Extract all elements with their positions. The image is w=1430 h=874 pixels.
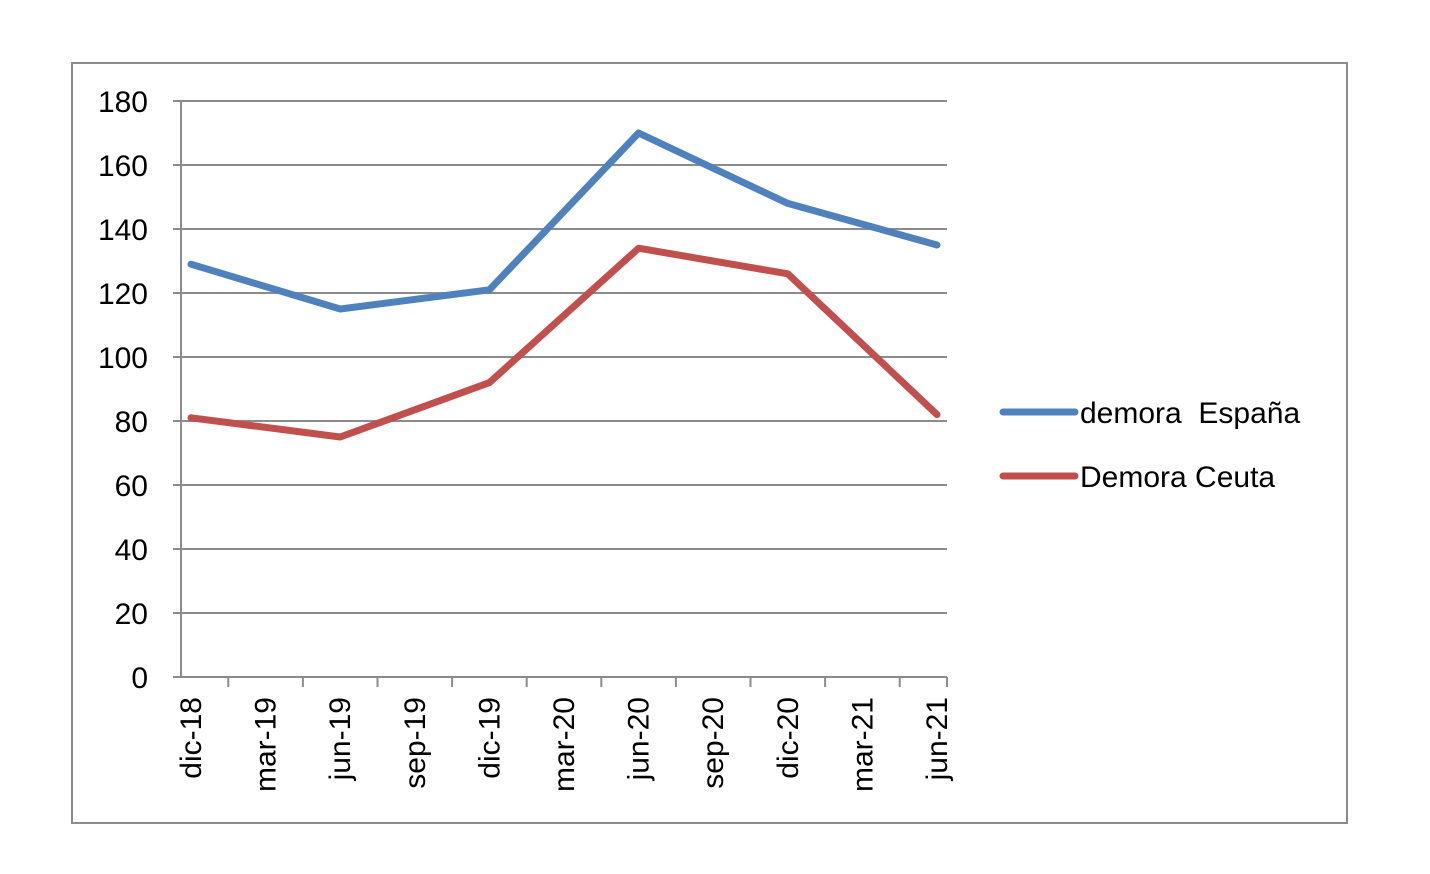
legend: demora España Demora Ceuta: [999, 397, 1300, 494]
y-tick-label: 80: [115, 406, 148, 439]
y-axis-tick-labels: 0 20 40 60 80 100 120 140 160 180: [98, 86, 148, 695]
y-tick-label: 60: [115, 470, 148, 503]
series-line-0: [187, 129, 941, 313]
y-tick-label: 120: [98, 278, 148, 311]
x-tick-label: mar-20: [548, 697, 581, 792]
series-lines: [187, 129, 941, 441]
y-tick-label: 180: [98, 86, 148, 119]
x-axis-tick-labels: dic-18 mar-19 jun-19 sep-19 dic-19 mar-20 jun-…: [175, 697, 954, 792]
x-tick-label: jun-20: [623, 697, 656, 781]
x-tick-label: sep-20: [697, 697, 730, 789]
x-tick-label: sep-19: [399, 697, 432, 789]
legend-label-0: demora España: [1080, 397, 1300, 430]
x-tick-label: mar-21: [846, 697, 879, 792]
y-tick-label: 20: [115, 598, 148, 631]
y-tick-label: 140: [98, 214, 148, 247]
x-tick-label: dic-19: [473, 697, 506, 779]
y-tick-label: 160: [98, 150, 148, 183]
y-tick-label: 0: [131, 662, 148, 695]
y-tick-label: 100: [98, 342, 148, 375]
y-tick-label: 40: [115, 534, 148, 567]
x-tick-label: dic-18: [175, 697, 208, 779]
axes: [173, 100, 948, 687]
x-tick-label: mar-19: [250, 697, 283, 792]
x-tick-label: dic-20: [772, 697, 805, 779]
series-line-1: [187, 244, 941, 441]
chart-frame: [71, 62, 1348, 824]
x-tick-label: jun-21: [921, 697, 954, 781]
gridlines: [173, 100, 947, 614]
x-tick-label: jun-19: [324, 697, 357, 781]
legend-label-1: Demora Ceuta: [1080, 461, 1275, 494]
